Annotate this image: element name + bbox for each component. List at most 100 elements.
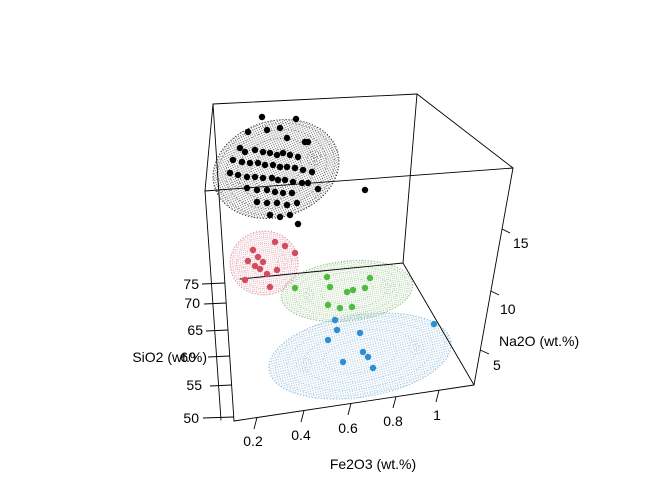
na2o-axis bbox=[480, 228, 511, 355]
data-point bbox=[281, 176, 289, 184]
data-point bbox=[292, 115, 300, 123]
na2o-tick bbox=[480, 349, 490, 355]
data-point bbox=[226, 169, 234, 177]
data-point bbox=[294, 220, 302, 228]
ellipsoid-latitude-ring bbox=[274, 315, 446, 397]
data-point bbox=[274, 176, 282, 184]
na2o-tick-label: 15 bbox=[513, 235, 529, 251]
data-point bbox=[243, 184, 251, 192]
data-point bbox=[349, 286, 357, 294]
data-point bbox=[369, 364, 377, 372]
points-black bbox=[226, 113, 369, 228]
data-point bbox=[324, 336, 332, 344]
data-point bbox=[331, 316, 339, 324]
ellipsoid-pole-swirl bbox=[384, 283, 392, 291]
data-point bbox=[283, 163, 291, 171]
sio2-tick-label: 55 bbox=[186, 377, 202, 393]
data-point bbox=[304, 138, 312, 146]
data-point bbox=[279, 189, 287, 197]
ellipsoid-blue bbox=[268, 312, 452, 400]
sio2-tick bbox=[203, 302, 227, 305]
data-point bbox=[266, 211, 274, 219]
data-point bbox=[271, 238, 279, 246]
ellipsoid-pole-swirl bbox=[380, 279, 396, 295]
na2o-tick-label: 10 bbox=[500, 301, 516, 317]
box-edge bbox=[212, 103, 235, 422]
sio2-tick-label: 50 bbox=[183, 410, 199, 426]
data-point bbox=[266, 149, 274, 157]
data-point bbox=[291, 284, 299, 292]
data-point bbox=[291, 164, 299, 172]
data-point bbox=[348, 303, 356, 311]
data-point bbox=[356, 329, 364, 337]
na2o-tick-label: 5 bbox=[493, 357, 501, 373]
data-point bbox=[286, 151, 294, 159]
ellipsoid-latitude-ring bbox=[236, 138, 316, 200]
sio2-tick bbox=[207, 355, 230, 358]
data-point bbox=[276, 163, 284, 171]
fe2o3-tick bbox=[300, 410, 305, 423]
data-point bbox=[326, 283, 334, 291]
data-point bbox=[251, 146, 259, 154]
data-point bbox=[273, 266, 281, 274]
data-point bbox=[361, 284, 369, 292]
data-point bbox=[236, 144, 244, 152]
data-point bbox=[244, 257, 252, 265]
data-point bbox=[430, 320, 438, 328]
fe2o3-tick bbox=[435, 390, 440, 403]
data-point bbox=[258, 113, 266, 121]
data-point bbox=[291, 249, 299, 257]
box-edge bbox=[212, 93, 418, 105]
data-point bbox=[323, 273, 331, 281]
data-point bbox=[251, 262, 259, 270]
ellipsoid-latitude-ring bbox=[323, 338, 397, 374]
data-point bbox=[241, 148, 249, 156]
ellipsoid-boundary bbox=[268, 312, 452, 400]
sio2-tick bbox=[201, 282, 225, 285]
data-point bbox=[244, 128, 252, 136]
data-point bbox=[259, 258, 267, 266]
data-point bbox=[286, 211, 294, 219]
data-point bbox=[279, 149, 287, 157]
box-edge bbox=[402, 93, 418, 264]
data-point bbox=[281, 242, 289, 250]
data-point bbox=[324, 301, 332, 309]
fe2o3-tick-label: 0.8 bbox=[383, 413, 403, 429]
data-point bbox=[259, 148, 267, 156]
fe2o3-tick-label: 1 bbox=[433, 407, 441, 423]
sio2-tick-label: 70 bbox=[184, 295, 200, 311]
sio2-tick-label: 65 bbox=[187, 322, 203, 338]
bounding-box bbox=[204, 93, 514, 422]
ellipsoid-latitude-ring bbox=[225, 129, 327, 209]
fe2o3-axis bbox=[253, 390, 440, 430]
ellipsoid-latitude-ring bbox=[236, 237, 292, 289]
box-edge bbox=[204, 190, 222, 421]
fe2o3-tick-label: 0.2 bbox=[243, 433, 263, 449]
data-point bbox=[261, 161, 269, 169]
data-point bbox=[266, 283, 274, 291]
axis-label-x: Fe2O3 (wt.%) bbox=[330, 456, 416, 472]
data-point bbox=[249, 246, 257, 254]
data-point bbox=[273, 199, 281, 207]
data-point bbox=[283, 134, 291, 142]
data-point bbox=[273, 151, 281, 159]
data-point bbox=[271, 188, 279, 196]
data-point bbox=[293, 199, 301, 207]
sio2-tick bbox=[205, 329, 229, 332]
sio2-axis bbox=[201, 282, 234, 419]
data-point bbox=[263, 199, 271, 207]
data-point bbox=[238, 158, 246, 166]
data-point bbox=[283, 201, 291, 209]
fe2o3-tick bbox=[392, 396, 397, 409]
box-edge bbox=[416, 93, 514, 169]
data-point bbox=[289, 178, 297, 186]
sio2-tick bbox=[202, 416, 234, 419]
data-point bbox=[254, 159, 262, 167]
data-point bbox=[251, 173, 259, 181]
ellipsoid-latitude-ring bbox=[285, 262, 409, 320]
data-point bbox=[269, 161, 277, 169]
data-point bbox=[308, 168, 316, 176]
data-point bbox=[336, 304, 344, 312]
box-edge bbox=[402, 262, 475, 386]
